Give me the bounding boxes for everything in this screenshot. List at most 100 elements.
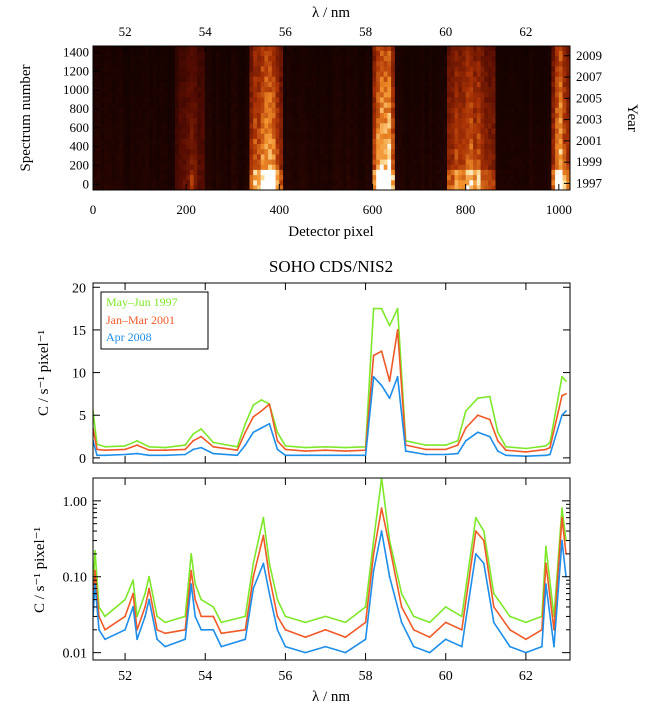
heatmap-cell bbox=[216, 122, 221, 129]
heatmap-cell bbox=[253, 138, 258, 144]
heatmap-cell bbox=[350, 117, 355, 124]
heatmap-cell bbox=[495, 70, 500, 77]
heatmap-cell bbox=[469, 107, 474, 113]
heatmap-cell bbox=[406, 164, 411, 170]
heatmap-cell bbox=[499, 76, 504, 82]
heatmap-cell bbox=[432, 179, 437, 186]
heatmap-cell bbox=[264, 65, 269, 72]
heatmap-cell bbox=[473, 96, 478, 103]
log-data-point bbox=[492, 592, 495, 595]
heatmap-cell bbox=[242, 174, 247, 181]
heatmap-cell bbox=[432, 86, 437, 93]
heatmap-cell bbox=[406, 179, 411, 186]
heatmap-cell bbox=[443, 86, 448, 93]
heatmap-cell bbox=[156, 127, 161, 134]
heatmap-cell bbox=[368, 102, 374, 108]
heatmap-cell bbox=[167, 60, 172, 67]
heatmap-cell bbox=[361, 122, 366, 129]
heatmap-cell bbox=[115, 60, 120, 67]
heatmap-cell bbox=[469, 122, 474, 129]
heatmap-cell bbox=[219, 65, 224, 72]
heatmap-cell bbox=[335, 86, 340, 93]
heatmap-cell bbox=[290, 91, 295, 98]
heatmap-cell bbox=[458, 158, 463, 165]
heatmap-cell bbox=[525, 112, 530, 119]
heatmap-cell bbox=[156, 143, 161, 150]
heatmap-cell bbox=[517, 122, 523, 129]
heatmap-cell bbox=[275, 60, 280, 67]
heatmap-cell bbox=[331, 122, 336, 129]
heatmap-cell bbox=[387, 76, 392, 82]
log-data-point bbox=[136, 638, 139, 641]
heatmap-cell bbox=[324, 169, 329, 176]
heatmap-cell bbox=[171, 46, 176, 51]
heatmap-cell bbox=[204, 169, 210, 176]
heatmap-cell bbox=[439, 169, 444, 176]
heatmap-cell bbox=[376, 179, 381, 186]
heatmap-cell bbox=[331, 81, 336, 88]
heatmap-cell bbox=[253, 158, 258, 165]
heatmap-cell bbox=[271, 65, 277, 72]
heatmap-cell bbox=[365, 158, 370, 165]
heatmap-cell bbox=[551, 122, 556, 129]
heatmap-cell bbox=[93, 122, 98, 129]
heatmap-cell bbox=[357, 46, 362, 51]
heatmap-cell bbox=[461, 143, 467, 150]
log-data-point bbox=[482, 530, 485, 532]
heatmap-cell bbox=[107, 174, 113, 181]
heatmap-cell bbox=[327, 127, 333, 134]
heatmap-cell bbox=[532, 133, 537, 139]
heatmap-cell bbox=[461, 46, 467, 51]
heatmap-cell bbox=[562, 46, 567, 51]
heatmap-cell bbox=[495, 148, 500, 155]
heatmap-cell bbox=[506, 127, 511, 134]
heatmap-cell bbox=[339, 122, 344, 129]
heatmap-cell bbox=[130, 184, 135, 190]
heatmap-cell bbox=[540, 70, 545, 77]
heatmap-cell bbox=[335, 112, 340, 119]
heatmap-cell bbox=[372, 102, 377, 108]
heatmap-cell bbox=[473, 50, 478, 56]
heatmap-cell bbox=[529, 133, 534, 139]
heatmap-cell bbox=[219, 81, 224, 88]
heatmap-cell bbox=[201, 127, 206, 134]
heatmap-cell bbox=[312, 122, 318, 129]
heatmap-cell bbox=[484, 127, 489, 134]
log-data-point bbox=[561, 516, 563, 519]
heatmap-cell bbox=[502, 164, 508, 170]
heatmap-cell bbox=[327, 55, 333, 62]
log-data-point bbox=[194, 615, 197, 618]
heatmap-cell bbox=[219, 122, 224, 129]
heatmap-cell bbox=[394, 133, 400, 139]
heatmap-cell bbox=[230, 148, 236, 155]
heatmap-cell bbox=[290, 148, 295, 155]
heatmap-cell bbox=[465, 91, 470, 98]
heatmap-cell bbox=[432, 138, 437, 144]
heatmap-cell bbox=[342, 46, 347, 51]
log-data-point bbox=[509, 628, 511, 631]
heatmap-cell bbox=[96, 122, 101, 129]
heatmap-cell bbox=[536, 153, 541, 160]
heatmap-cell bbox=[502, 55, 508, 62]
log-data-point bbox=[164, 632, 167, 635]
heatmap-cell bbox=[555, 133, 560, 139]
heatmap-cell bbox=[394, 107, 400, 113]
heatmap-cell bbox=[327, 70, 333, 77]
heatmap-cell bbox=[469, 55, 474, 62]
heatmap-cell bbox=[290, 158, 295, 165]
heatmap-cell bbox=[301, 122, 306, 129]
heatmap-cell bbox=[268, 127, 273, 134]
heatmap-cell bbox=[279, 138, 284, 144]
heatmap-cell bbox=[353, 143, 359, 150]
heatmap-cell bbox=[234, 143, 239, 150]
heatmap-cell bbox=[111, 184, 116, 190]
heatmap-cell bbox=[443, 148, 448, 155]
heatmap-cell bbox=[167, 158, 172, 165]
linear-data-point bbox=[124, 453, 126, 456]
heatmap-cell bbox=[525, 148, 530, 155]
heatmap-cell bbox=[435, 148, 441, 155]
heatmap-cell bbox=[447, 127, 452, 134]
heatmap-cell bbox=[279, 184, 284, 190]
heatmap-cell bbox=[391, 76, 396, 82]
heatmap-cell bbox=[454, 122, 459, 129]
